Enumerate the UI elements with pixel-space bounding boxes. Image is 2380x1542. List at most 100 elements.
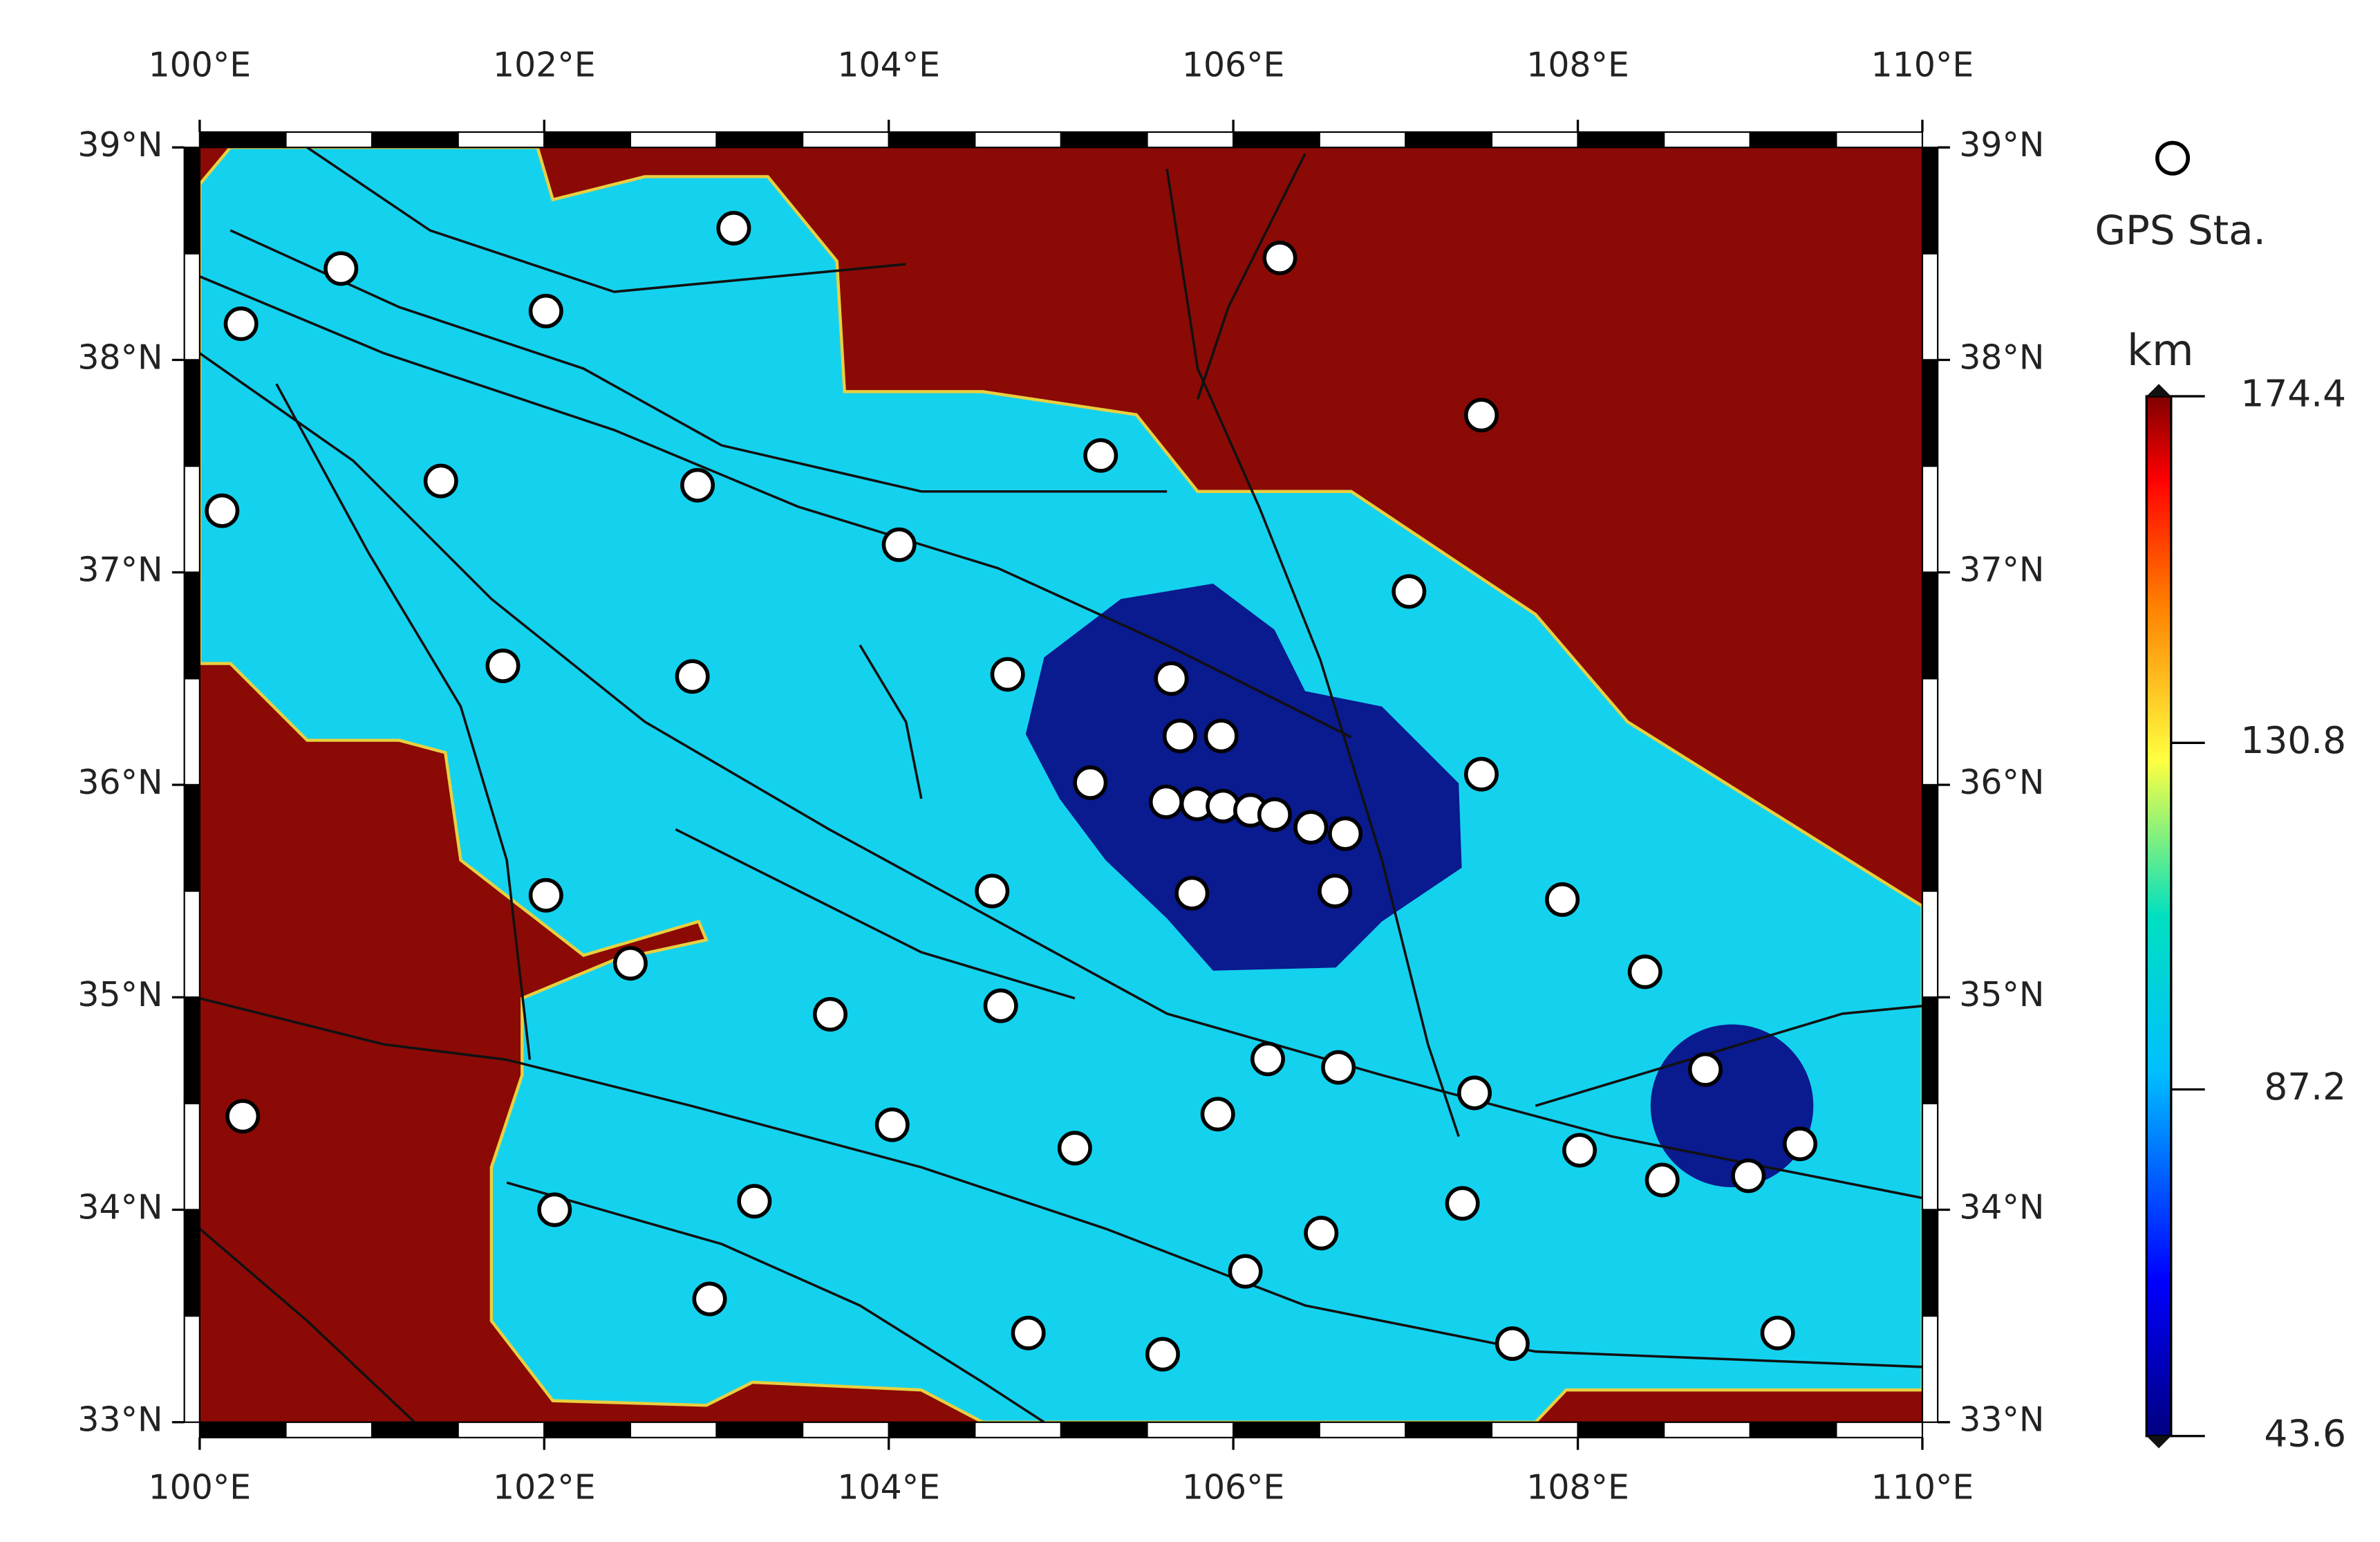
gps-station	[1494, 1326, 1530, 1362]
frame-segment	[1921, 783, 1939, 892]
frame-segment	[285, 131, 373, 149]
gps-station	[1464, 398, 1499, 433]
legend-symbol	[2155, 140, 2191, 176]
gps-station	[1262, 241, 1297, 275]
gps-station	[1203, 718, 1239, 754]
legend-label: GPS Sta.	[2095, 207, 2266, 254]
frame-segment	[1921, 465, 1939, 573]
frame-segment	[183, 996, 200, 1104]
frame-segment	[371, 131, 459, 149]
gps-station	[1293, 810, 1329, 845]
faults	[199, 147, 1922, 1422]
gps-station	[1228, 1254, 1263, 1289]
gps-station	[225, 1099, 261, 1134]
frame-segment	[1921, 996, 1939, 1104]
x-tick-label: 110°E	[1871, 1467, 1974, 1507]
frame-segment	[183, 783, 200, 892]
gps-station	[1445, 1186, 1480, 1221]
gps-station	[1545, 882, 1580, 917]
gps-station	[1206, 788, 1241, 824]
y-tick-label: 34°N	[1959, 1187, 2044, 1227]
gps-station	[528, 293, 563, 328]
frame-segment	[183, 252, 200, 361]
x-tick-label: 100°E	[149, 1467, 252, 1507]
colorbar	[2145, 395, 2173, 1438]
frame-segment	[183, 678, 200, 786]
y-tick-label: 34°N	[77, 1187, 162, 1227]
frame-segment	[1921, 359, 1939, 467]
frame-segment	[1146, 131, 1235, 149]
gps-station	[1760, 1315, 1795, 1350]
gps-station	[1250, 1041, 1285, 1077]
frame-segment	[1835, 131, 1924, 149]
y-tick-label: 33°N	[77, 1400, 162, 1440]
y-tick-label: 37°N	[1959, 550, 2044, 590]
frame-segment	[888, 131, 976, 149]
x-tick-label: 108°E	[1526, 46, 1629, 85]
gps-station	[874, 1107, 910, 1142]
frame-segment	[888, 1421, 976, 1439]
colorbar-tick-label: 87.2	[2264, 1066, 2346, 1108]
gps-station	[716, 210, 751, 245]
gps-station	[1174, 875, 1210, 911]
gps-station	[1200, 1097, 1235, 1132]
x-tick-label: 108°E	[1526, 1467, 1629, 1507]
gps-station	[1073, 765, 1108, 800]
frame-segment	[1146, 1421, 1235, 1439]
gps-station	[1687, 1052, 1723, 1087]
gps-station	[1257, 797, 1292, 832]
frame-segment	[543, 131, 632, 149]
x-tick-label: 102°E	[493, 1467, 596, 1507]
frame-segment	[285, 1421, 373, 1439]
frame-segment	[629, 1421, 718, 1439]
gps-station	[1645, 1162, 1680, 1198]
gps-station	[537, 1192, 572, 1227]
y-tick-label: 36°N	[77, 763, 162, 802]
gps-station	[1321, 1050, 1356, 1085]
x-tick-label: 100°E	[149, 46, 252, 85]
gps-station	[1145, 1337, 1180, 1372]
frame-segment	[183, 465, 200, 573]
y-tick-label: 39°N	[77, 125, 162, 165]
gps-station	[1328, 816, 1363, 851]
frame-segment	[1921, 571, 1939, 680]
frame-segment	[183, 359, 200, 467]
x-tick-label: 104°E	[837, 1467, 940, 1507]
frame-segment	[198, 1421, 287, 1439]
frame-segment	[1921, 678, 1939, 786]
frame-segment	[543, 1421, 632, 1439]
y-tick-label: 38°N	[77, 337, 162, 377]
frame-segment	[1490, 1421, 1579, 1439]
gps-station	[990, 657, 1025, 692]
frame-segment	[1921, 890, 1939, 998]
gps-station	[1457, 1075, 1492, 1111]
frame-segment	[974, 1421, 1062, 1439]
frame-segment	[183, 890, 200, 998]
gps-station	[1057, 1131, 1092, 1166]
gps-station	[812, 996, 847, 1032]
plot	[205, 210, 1818, 1372]
gps-station	[1304, 1216, 1339, 1251]
gps-station	[612, 946, 648, 981]
frame-segment	[1318, 1421, 1407, 1439]
frame-segment	[457, 131, 545, 149]
gps-station	[1562, 1133, 1597, 1168]
x-tick-label: 104°E	[837, 46, 940, 85]
frame-segment	[1405, 1421, 1493, 1439]
frame-segment	[1233, 131, 1320, 149]
gps-station	[983, 988, 1018, 1023]
frame-segment	[183, 1315, 200, 1423]
frame-segment	[1835, 1421, 1924, 1439]
gps-station	[1464, 756, 1499, 792]
gps-station	[1627, 954, 1662, 990]
gps-station	[1148, 784, 1183, 819]
x-tick-label: 106°E	[1182, 1467, 1285, 1507]
frame-segment	[183, 1209, 200, 1317]
gps-station	[324, 251, 359, 286]
y-tick-label: 33°N	[1959, 1400, 2044, 1440]
y-tick-label: 35°N	[77, 975, 162, 1014]
frame-segment	[1490, 131, 1579, 149]
frame-segment	[183, 1102, 200, 1211]
frame-segment	[183, 147, 200, 254]
